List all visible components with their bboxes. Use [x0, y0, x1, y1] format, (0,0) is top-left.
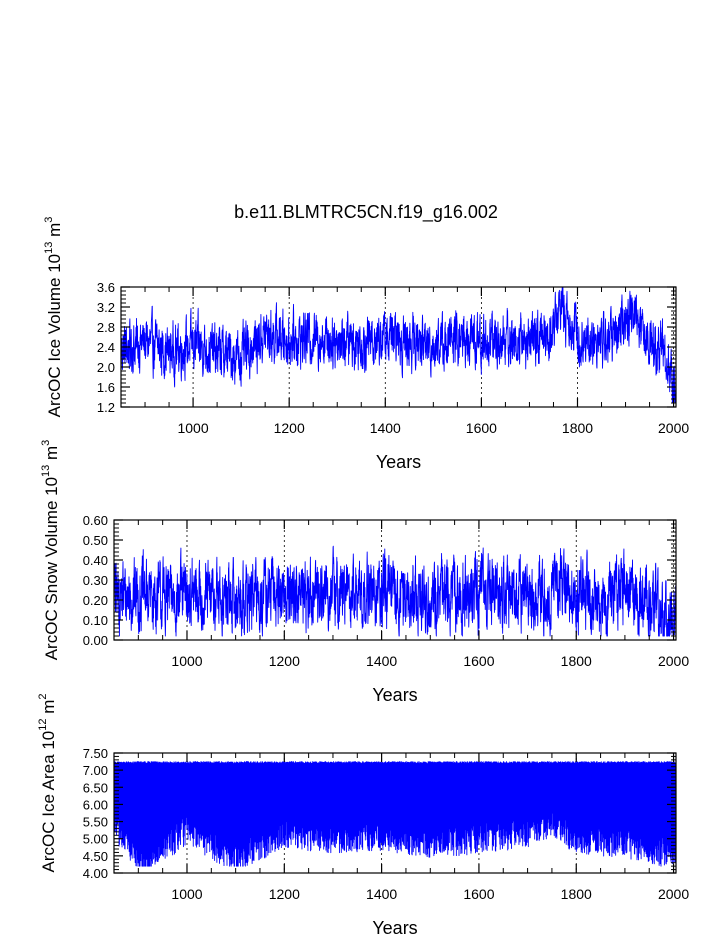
x-tick-label: 1400 — [370, 420, 401, 436]
y-tick-label: 0.60 — [83, 513, 108, 528]
x-tick-label: 2000 — [658, 420, 689, 436]
x-tick-label: 1600 — [463, 653, 494, 669]
x-tick-label: 1800 — [562, 420, 593, 436]
y-tick-label: 4.00 — [83, 866, 108, 881]
series-line — [114, 545, 676, 637]
y-tick-label: 0.10 — [83, 613, 108, 628]
y-tick-label: 3.2 — [97, 300, 115, 315]
y-tick-label: 2.8 — [97, 320, 115, 335]
chart-panel-3: 1000 1200 1400 1600 1800 2000 4.00 4.50 5.00 5.50… — [37, 694, 689, 935]
x-axis-label: Years — [372, 685, 417, 705]
y-tick-label: 4.50 — [83, 849, 108, 864]
y-axis-label-exponent: 13 — [40, 465, 52, 477]
y-tick-label: 7.00 — [83, 763, 108, 778]
chart-panel-2: 1000 1200 1400 1600 1800 2000 0.00 0.10 0.20 0.30… — [40, 440, 689, 705]
y-tick-label: 1.6 — [97, 380, 115, 395]
y-tick-label: 0.40 — [83, 553, 108, 568]
y-axis-label: ArcOC Snow Volume 1013 m3 — [40, 440, 61, 661]
x-tick-label: 1600 — [463, 886, 494, 902]
y-tick-label: 1.2 — [97, 400, 115, 415]
plot-frame — [113, 752, 677, 874]
x-tick-label: 1200 — [274, 420, 305, 436]
y-tick-label: 2.4 — [97, 340, 115, 355]
y-axis-label-unit-exponent: 2 — [37, 694, 49, 700]
y-tick-label: 7.50 — [83, 746, 108, 761]
y-axis-label-unit: m — [45, 223, 64, 242]
x-axis-label: Years — [372, 918, 417, 935]
x-tick-label: 1000 — [171, 886, 202, 902]
x-tick-label: 1400 — [366, 886, 397, 902]
y-tick-label: 6.50 — [83, 780, 108, 795]
y-axis-label-unit-exponent: 3 — [43, 217, 55, 223]
x-tick-label: 1400 — [366, 653, 397, 669]
x-tick-label: 1000 — [171, 653, 202, 669]
chart-panel-1: 1000 1200 1400 1600 1800 2000 1.2 1.6 2.0 2.4 2.8 3… — [43, 217, 689, 472]
y-axis-label-unit: m — [42, 446, 61, 465]
x-tick-label: 2000 — [658, 886, 689, 902]
y-tick-label: 0.30 — [83, 573, 108, 588]
y-axis-label-exponent: 12 — [37, 719, 49, 731]
x-tick-label: 2000 — [658, 653, 689, 669]
y-tick-label: 5.50 — [83, 815, 108, 830]
y-tick-label: 0.20 — [83, 593, 108, 608]
series-line — [121, 287, 676, 403]
y-tick-label: 0.50 — [83, 533, 108, 548]
x-tick-label: 1200 — [269, 653, 300, 669]
x-tick-label: 1200 — [269, 886, 300, 902]
y-tick-label: 0.00 — [83, 633, 108, 648]
series-line — [114, 761, 676, 867]
x-tick-label: 1600 — [466, 420, 497, 436]
y-axis-label-unit: m — [39, 700, 58, 719]
figure-title: b.e11.BLMTRC5CN.f19_g16.002 — [234, 202, 498, 223]
y-tick-label: 2.0 — [97, 360, 115, 375]
y-axis-label: ArcOC Ice Area 1012 m2 — [37, 694, 58, 873]
panels: 1000 1200 1400 1600 1800 2000 1.2 1.6 2.0 2.4 2.8 3… — [37, 217, 689, 935]
y-axis-label-unit-exponent: 3 — [40, 440, 52, 446]
x-tick-label: 1800 — [561, 886, 592, 902]
y-tick-label: 6.00 — [83, 797, 108, 812]
y-axis-label-text: ArcOC Ice Area 10 — [39, 731, 58, 873]
x-axis-label: Years — [376, 452, 421, 472]
y-axis-label: ArcOC Ice Volume 1013 m3 — [43, 217, 64, 418]
y-axis-label-text: ArcOC Ice Volume 10 — [45, 254, 64, 417]
x-tick-label: 1800 — [561, 653, 592, 669]
y-axis-label-exponent: 13 — [43, 242, 55, 254]
x-tick-label: 1000 — [177, 420, 208, 436]
y-axis-label-text: ArcOC Snow Volume 10 — [42, 477, 61, 660]
y-tick-label: 3.6 — [97, 280, 115, 295]
y-tick-label: 5.00 — [83, 832, 108, 847]
